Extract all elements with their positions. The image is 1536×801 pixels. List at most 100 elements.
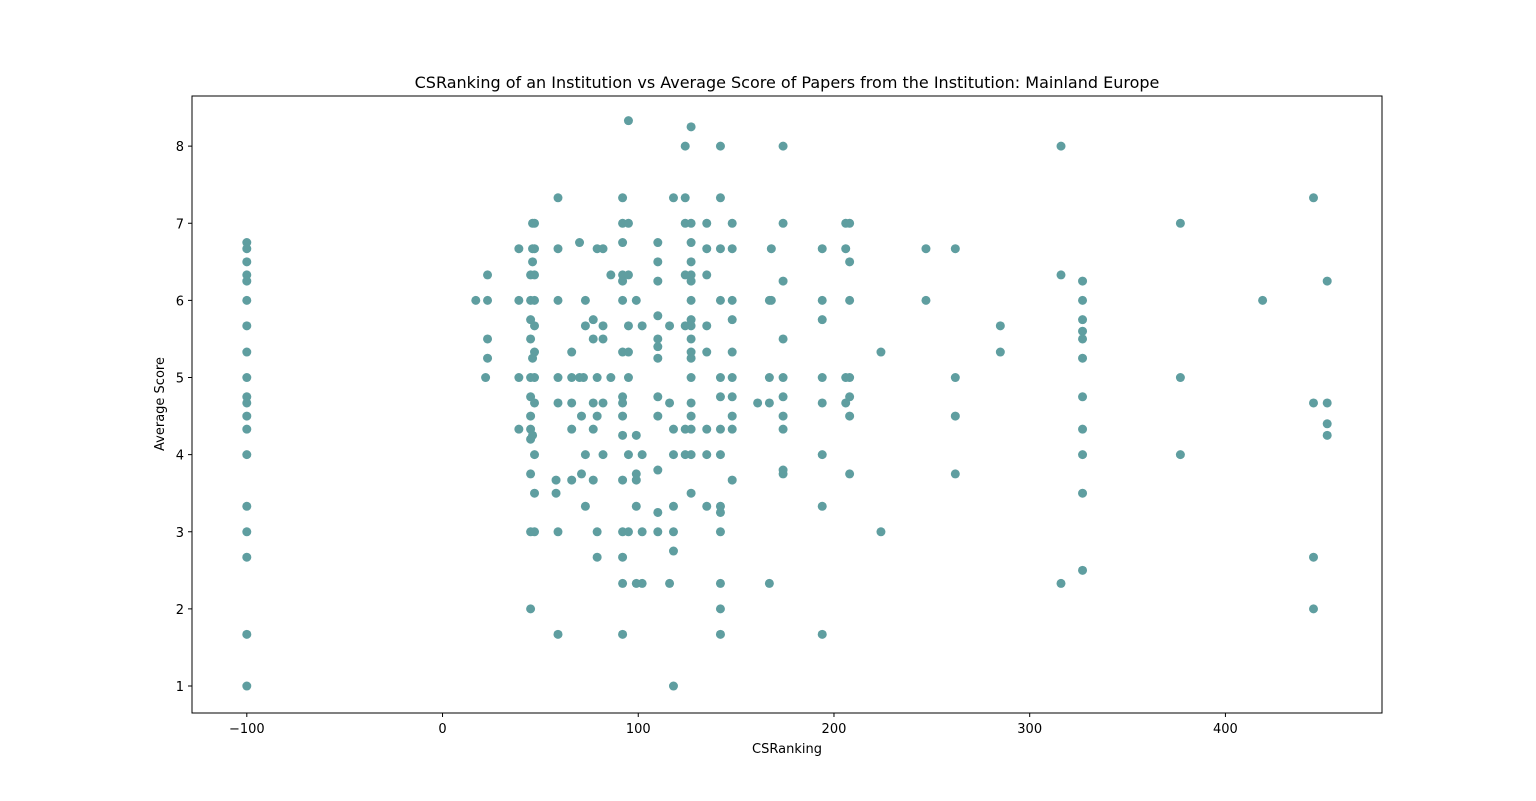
data-point (766, 244, 776, 254)
data-point (530, 450, 540, 460)
data-point (686, 424, 696, 434)
data-point (702, 450, 712, 460)
x-axis-label: CSRanking (752, 742, 822, 757)
data-point (623, 450, 633, 460)
data-point (1175, 218, 1185, 228)
data-point (618, 398, 628, 408)
data-point (686, 353, 696, 363)
data-point (686, 218, 696, 228)
data-point (665, 398, 675, 408)
data-point (668, 681, 678, 691)
data-point (242, 424, 252, 434)
data-point (715, 507, 725, 517)
data-point (618, 475, 628, 485)
data-point (727, 411, 737, 421)
data-point (817, 501, 827, 511)
data-point (1175, 450, 1185, 460)
data-point (242, 257, 252, 267)
data-point (778, 334, 788, 344)
data-point (576, 469, 586, 479)
data-point (876, 347, 886, 357)
data-point (618, 578, 628, 588)
data-point (530, 347, 540, 357)
data-point (778, 392, 788, 402)
data-point (598, 244, 608, 254)
data-point (727, 315, 737, 325)
data-point (668, 193, 678, 203)
y-axis: 1 2 3 4 5 6 7 8 (176, 140, 192, 695)
data-point (1309, 193, 1318, 203)
data-point (578, 373, 588, 383)
data-point (841, 244, 851, 254)
data-point (950, 244, 960, 254)
data-point (598, 398, 608, 408)
data-point (631, 469, 641, 479)
data-point (551, 475, 561, 485)
data-point (618, 430, 628, 440)
data-point (618, 276, 628, 286)
data-point (653, 392, 663, 402)
data-point (618, 238, 628, 248)
chart-title: CSRanking of an Institution vs Average S… (415, 73, 1160, 92)
data-points (242, 116, 1332, 691)
data-point (530, 244, 540, 254)
data-point (1078, 424, 1088, 434)
data-point (665, 578, 675, 588)
data-point (950, 373, 960, 383)
data-point (580, 501, 590, 511)
data-point (686, 334, 696, 344)
data-point (588, 398, 598, 408)
data-point (778, 411, 788, 421)
data-point (845, 295, 855, 305)
data-point (1322, 430, 1332, 440)
data-point (715, 501, 725, 511)
data-point (686, 295, 696, 305)
data-point (598, 334, 608, 344)
data-point (817, 450, 827, 460)
data-point (653, 276, 663, 286)
data-point (606, 373, 616, 383)
data-point (727, 295, 737, 305)
data-point (653, 334, 663, 344)
data-point (598, 450, 608, 460)
data-point (778, 276, 788, 286)
data-point (242, 450, 252, 460)
x-tick-label: −100 (229, 722, 265, 737)
data-point (702, 321, 712, 331)
data-point (1175, 373, 1185, 383)
data-point (686, 315, 696, 325)
data-point (715, 141, 725, 151)
data-point (778, 218, 788, 228)
data-point (686, 321, 696, 331)
data-point (702, 270, 712, 280)
data-point (623, 321, 633, 331)
data-point (686, 238, 696, 248)
data-point (764, 373, 774, 383)
data-point (1078, 334, 1088, 344)
data-point (514, 244, 524, 254)
data-point (715, 629, 725, 639)
data-point (653, 257, 663, 267)
data-point (530, 270, 540, 280)
data-point (592, 552, 602, 562)
data-point (631, 501, 641, 511)
data-point (483, 334, 493, 344)
data-point (1078, 326, 1088, 336)
data-point (1322, 276, 1332, 286)
y-tick-label: 6 (176, 294, 184, 309)
data-point (623, 116, 633, 126)
data-point (623, 347, 633, 357)
y-tick-label: 5 (176, 372, 184, 387)
data-point (553, 193, 563, 203)
data-point (778, 141, 788, 151)
data-point (567, 475, 577, 485)
data-point (553, 373, 563, 383)
data-point (514, 424, 524, 434)
data-point (817, 629, 827, 639)
data-point (668, 501, 678, 511)
data-point (637, 527, 647, 537)
data-point (921, 295, 931, 305)
data-point (686, 398, 696, 408)
data-point (817, 398, 827, 408)
